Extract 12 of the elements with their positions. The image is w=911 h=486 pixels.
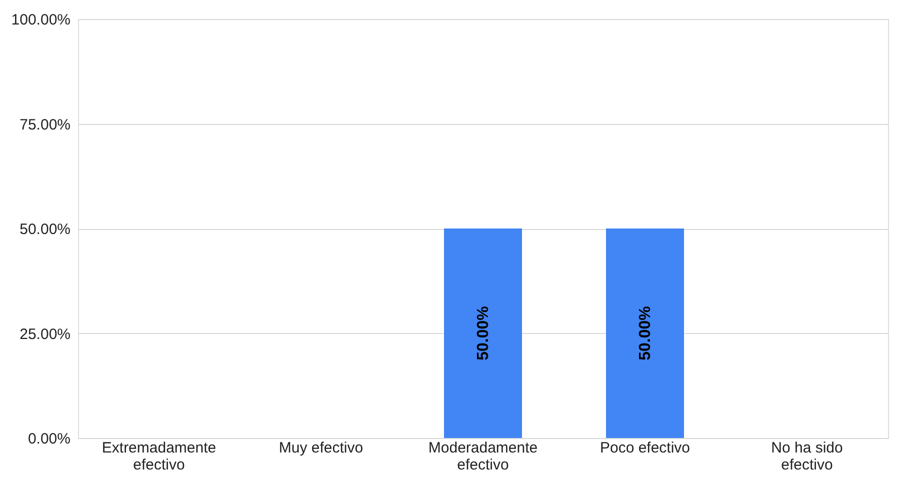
y-tick-label: 75.00% [20, 116, 70, 134]
x-tick-label: No ha sido efectivo [771, 440, 843, 474]
y-tick-label: 0.00% [28, 430, 70, 448]
data-label: 50.00% [637, 306, 654, 360]
y-tick-label: 100.00% [11, 12, 70, 28]
x-tick-label: Extremadamente efectivo [102, 440, 216, 474]
data-label: 50.00% [475, 306, 492, 360]
x-tick-label: Muy efectivo [278, 440, 364, 456]
y-tick-label: 25.00% [20, 326, 70, 343]
y-tick-label: 50.00% [20, 221, 70, 238]
x-tick-label: Moderadamente efectivo [428, 440, 538, 474]
x-tick-label: Poco efectivo [600, 440, 690, 456]
